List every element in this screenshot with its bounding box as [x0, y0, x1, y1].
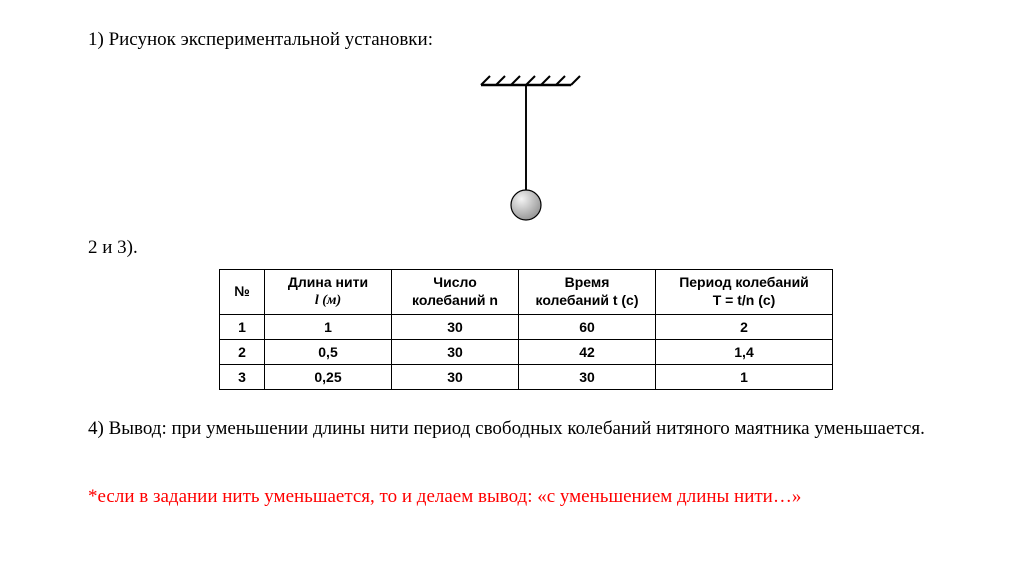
table-cell: 1 [220, 314, 265, 339]
footnote-text: *если в задании нить уменьшается, то и д… [88, 486, 964, 508]
table-cell: 1,4 [656, 339, 833, 364]
table-cell: 30 [392, 364, 519, 389]
table-header-cell: Времяколебаний t (с) [519, 269, 656, 314]
pendulum-svg [466, 71, 586, 231]
pendulum-figure [88, 71, 964, 231]
table-header-row: №Длина нитиl (м)Числоколебаний nВремякол… [220, 269, 833, 314]
data-table: №Длина нитиl (м)Числоколебаний nВремякол… [219, 269, 833, 390]
table-cell: 0,25 [265, 364, 392, 389]
table-header-cell: Период колебанийT = t/n (с) [656, 269, 833, 314]
table-cell: 60 [519, 314, 656, 339]
table-cell: 0,5 [265, 339, 392, 364]
table-cell: 3 [220, 364, 265, 389]
conclusion-text: 4) Вывод: при уменьшении длины нити пери… [88, 418, 964, 440]
table-row: 20,530421,4 [220, 339, 833, 364]
table-cell: 2 [220, 339, 265, 364]
table-cell: 42 [519, 339, 656, 364]
table-cell: 1 [656, 364, 833, 389]
section-2-3-label: 2 и 3). [88, 237, 964, 259]
page: 1) Рисунок экспериментальной установки: … [0, 0, 1024, 508]
table-cell: 1 [265, 314, 392, 339]
table-row: 30,2530301 [220, 364, 833, 389]
table-cell: 30 [392, 314, 519, 339]
table-header-cell: Длина нитиl (м) [265, 269, 392, 314]
data-table-wrap: №Длина нитиl (м)Числоколебаний nВремякол… [88, 269, 964, 390]
table-cell: 30 [519, 364, 656, 389]
table-cell: 30 [392, 339, 519, 364]
heading-setup: 1) Рисунок экспериментальной установки: [88, 28, 964, 53]
table-body: 113060220,530421,430,2530301 [220, 314, 833, 389]
table-header-cell: Числоколебаний n [392, 269, 519, 314]
table-row: 1130602 [220, 314, 833, 339]
table-cell: 2 [656, 314, 833, 339]
table-header-cell: № [220, 269, 265, 314]
